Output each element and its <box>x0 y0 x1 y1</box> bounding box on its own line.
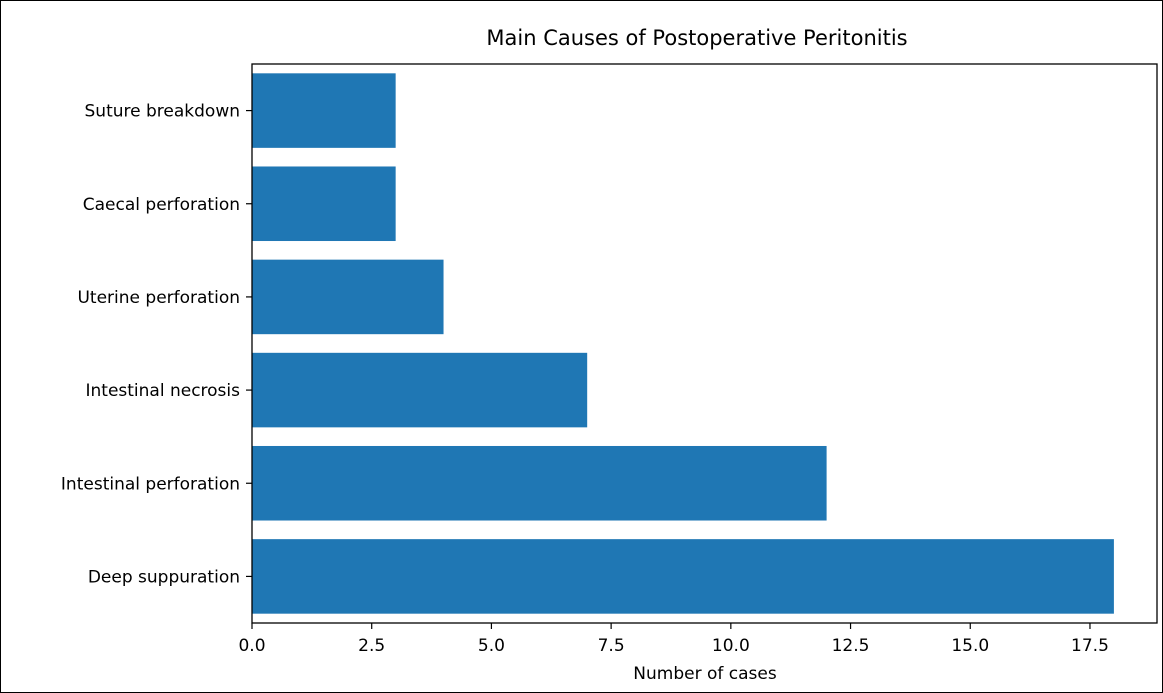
bar-intestinal-necrosis <box>252 352 588 428</box>
y-tick-label-uterine-perforation: Uterine perforation <box>77 288 240 308</box>
y-tick-label-intestinal-perforation: Intestinal perforation <box>61 474 240 494</box>
x-axis-title: Number of cases <box>633 664 777 684</box>
bar-caecal-perforation <box>252 166 396 242</box>
bars-group <box>252 73 1114 614</box>
x-tick-label: 15.0 <box>951 636 989 656</box>
x-tick-label: 0.0 <box>238 636 265 656</box>
x-tick-label: 2.5 <box>358 636 385 656</box>
x-tick-label: 10.0 <box>712 636 750 656</box>
plot-frame <box>251 63 1158 624</box>
bar-intestinal-perforation <box>252 445 827 521</box>
x-tick-label: 5.0 <box>478 636 505 656</box>
y-tick-label-intestinal-necrosis: Intestinal necrosis <box>85 381 240 401</box>
bar-deep-suppuration <box>252 539 1114 614</box>
x-tick-label: 17.5 <box>1071 636 1109 656</box>
y-tick-label-caecal-perforation: Caecal perforation <box>83 195 240 215</box>
x-tick-label: 12.5 <box>832 636 870 656</box>
y-tick-label-suture-breakdown: Suture breakdown <box>85 102 240 122</box>
x-tick-label: 7.5 <box>598 636 625 656</box>
y-axis: Deep suppuration Intestinal perforation In… <box>61 102 252 587</box>
bar-suture-breakdown <box>252 73 396 148</box>
bar-uterine-perforation <box>252 259 444 335</box>
chart-title: Main Causes of Postoperative Peritonitis <box>486 26 907 50</box>
x-axis: 0.0 2.5 5.0 7.5 10.0 12.5 15.0 17.5 <box>238 623 1109 656</box>
y-tick-label-deep-suppuration: Deep suppuration <box>88 567 240 587</box>
